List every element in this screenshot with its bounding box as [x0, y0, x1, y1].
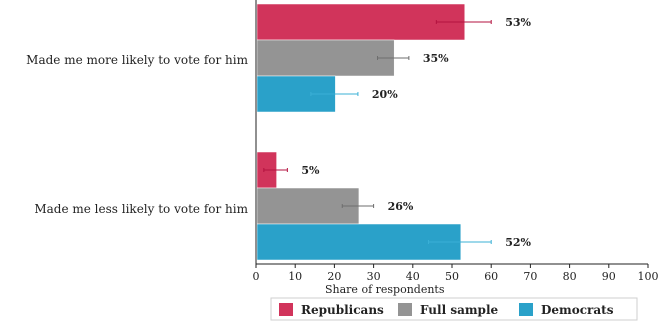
x-tick-label-80: 80: [563, 270, 577, 283]
legend-label-2: Democrats: [541, 303, 614, 317]
data-label-2-1: 52%: [505, 236, 531, 249]
data-label-0-0: 53%: [505, 16, 531, 29]
category-label-1: Made me less likely to vote for him: [34, 202, 248, 216]
x-tick-label-10: 10: [288, 270, 302, 283]
x-tick-label-40: 40: [406, 270, 420, 283]
labels: Made me more likely to vote for him 53% 35…: [26, 16, 531, 249]
data-label-2-0: 20%: [372, 88, 398, 101]
x-tick-label-90: 90: [602, 270, 616, 283]
legend-label-0: Republicans: [301, 303, 384, 317]
data-label-1-1: 26%: [388, 200, 414, 213]
x-tick-label-100: 100: [638, 270, 659, 283]
legend-swatch-2: [519, 303, 533, 316]
x-tick-label-70: 70: [523, 270, 537, 283]
x-tick-label-30: 30: [367, 270, 381, 283]
bar-full-sample-0: [256, 39, 395, 77]
bar-democrats-1: [256, 223, 462, 261]
x-tick-label-50: 50: [445, 270, 459, 283]
x-tick-label-20: 20: [327, 270, 341, 283]
bars: [256, 3, 492, 261]
legend-swatch-1: [398, 303, 412, 316]
legend-box: [270, 297, 638, 321]
x-tick-label-0: 0: [253, 270, 260, 283]
category-label-0: Made me more likely to vote for him: [26, 53, 248, 67]
bar-republicans-0: [256, 3, 466, 41]
axes: 0 10 20 30 40 50 60 70 80 90 100 Share of responden…: [253, 0, 659, 296]
legend-swatch-0: [279, 303, 293, 316]
data-label-0-1: 5%: [301, 164, 320, 177]
legend-label-1: Full sample: [420, 303, 499, 317]
legend: Republicans Full sample Democrats: [270, 297, 638, 321]
data-label-1-0: 35%: [423, 52, 449, 65]
x-tick-label-60: 60: [484, 270, 498, 283]
x-axis-title: Share of respondents: [325, 283, 445, 296]
